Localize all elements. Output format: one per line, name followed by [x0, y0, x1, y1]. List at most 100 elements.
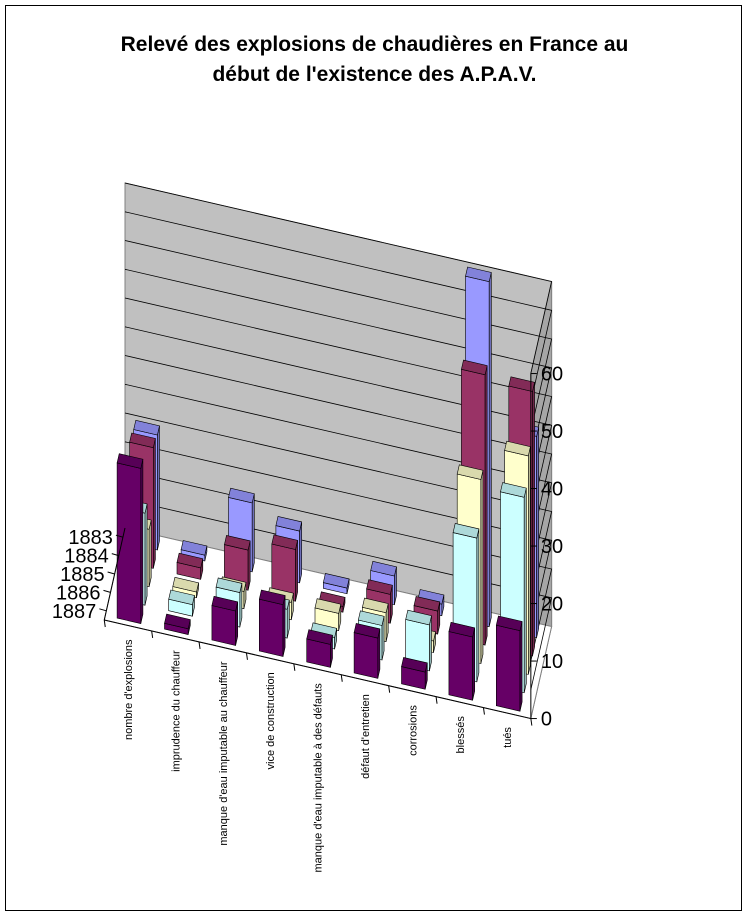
- category-label: vice de construction: [265, 672, 277, 769]
- category-label: manque d'eau imputable à des défauts: [312, 683, 324, 873]
- bar: [176, 552, 204, 580]
- chart-title-line-1: Relevé des explosions de chaudières en F…: [120, 33, 629, 56]
- bar-side: [476, 528, 480, 682]
- category-tick-mark: [388, 685, 391, 693]
- bar-top: [258, 589, 286, 606]
- year-tick-mark: [107, 571, 115, 575]
- bar: [405, 609, 432, 672]
- bar-top: [401, 657, 428, 673]
- bar-front: [495, 624, 521, 712]
- bar-top: [417, 589, 445, 605]
- bar-top: [504, 440, 531, 457]
- bar-top: [224, 535, 251, 551]
- bar-side: [523, 488, 527, 693]
- category-label: manque d'eau imputable au chauffeur: [218, 661, 230, 845]
- z-tick-label: 40: [541, 479, 563, 501]
- bar-top: [362, 597, 389, 614]
- bar-top: [314, 598, 342, 614]
- z-tick-label: 50: [541, 421, 563, 443]
- bar-top: [211, 595, 239, 612]
- bar-top: [133, 419, 160, 436]
- year-label: 1887: [52, 601, 97, 623]
- gridline: [124, 240, 553, 432]
- bar: [211, 595, 239, 646]
- bar-top: [180, 540, 208, 556]
- bar-top: [168, 589, 195, 606]
- bar-side: [153, 438, 156, 569]
- category-tick-mark: [198, 641, 201, 649]
- bar: [116, 453, 144, 624]
- category-tick-mark: [482, 707, 485, 715]
- bar-top: [508, 376, 535, 392]
- bar: [495, 615, 523, 712]
- year-label: 1884: [64, 546, 109, 568]
- bar-side: [144, 503, 148, 606]
- category-label: imprudence du chauffeur: [170, 650, 182, 772]
- bar: [306, 629, 333, 668]
- bar-side: [157, 425, 160, 551]
- bar-front: [448, 631, 473, 701]
- bar-side: [472, 627, 476, 701]
- gridline: [124, 182, 553, 374]
- bar-front: [211, 605, 236, 646]
- year-tick-mark: [103, 589, 111, 593]
- category-tick-mark: [151, 630, 154, 639]
- chart-title: Relevé des explosions de chaudières en F…: [0, 30, 749, 90]
- bar-top: [306, 629, 333, 645]
- year-tick-mark: [99, 608, 107, 612]
- bar-top: [370, 560, 397, 577]
- bar-top: [456, 464, 484, 480]
- bar-side: [480, 470, 484, 664]
- bar: [258, 589, 286, 657]
- bar-side: [251, 493, 255, 572]
- category-tick-mark: [103, 619, 106, 628]
- z-tick-label: 60: [541, 364, 563, 386]
- bar-top: [164, 613, 191, 630]
- bar-side: [536, 427, 540, 638]
- bar-top: [366, 579, 393, 595]
- bar-top: [172, 576, 199, 593]
- bar: [448, 621, 476, 701]
- bar-side: [532, 382, 535, 657]
- category-tick-mark: [340, 674, 343, 682]
- category-label: corrosions: [407, 705, 419, 756]
- bar-side: [527, 446, 531, 675]
- category-tick-mark: [530, 718, 533, 726]
- bar: [271, 534, 298, 602]
- bar-front: [353, 632, 379, 679]
- category-label: blessés: [455, 716, 467, 754]
- bar-top: [271, 534, 298, 550]
- bar-top: [452, 523, 480, 539]
- bar: [168, 589, 195, 617]
- chart-title-line-2: début de l'existence des A.P.A.V.: [212, 63, 537, 86]
- bar-top: [176, 552, 204, 569]
- z-tick-label: 20: [541, 594, 563, 616]
- gridline: [124, 211, 553, 403]
- z-tick-label: 0: [541, 709, 552, 731]
- bar-top: [353, 623, 381, 639]
- bar-top: [357, 610, 385, 626]
- bar-side: [484, 365, 488, 646]
- bar: [353, 623, 381, 679]
- bar: [401, 657, 428, 690]
- bar: [164, 613, 191, 635]
- year-tick-mark: [115, 534, 124, 538]
- gridline: [124, 498, 553, 690]
- bar-top: [318, 591, 346, 607]
- bar-top: [310, 622, 338, 638]
- bar-top: [116, 453, 144, 469]
- bar-top: [465, 266, 492, 283]
- bar-side: [488, 272, 492, 627]
- bar-top: [500, 482, 527, 498]
- category-label: défaut d'entretien: [360, 694, 372, 779]
- z-tick-label: 30: [541, 536, 563, 558]
- category-tick-mark: [435, 696, 438, 704]
- bar-top: [461, 359, 488, 376]
- bar-top: [215, 577, 243, 593]
- bar-top: [495, 615, 523, 632]
- category-tick-mark: [245, 652, 248, 660]
- category-label: nombre d'explosions: [123, 639, 135, 740]
- year-label: 1886: [56, 582, 101, 604]
- bar: [322, 573, 350, 595]
